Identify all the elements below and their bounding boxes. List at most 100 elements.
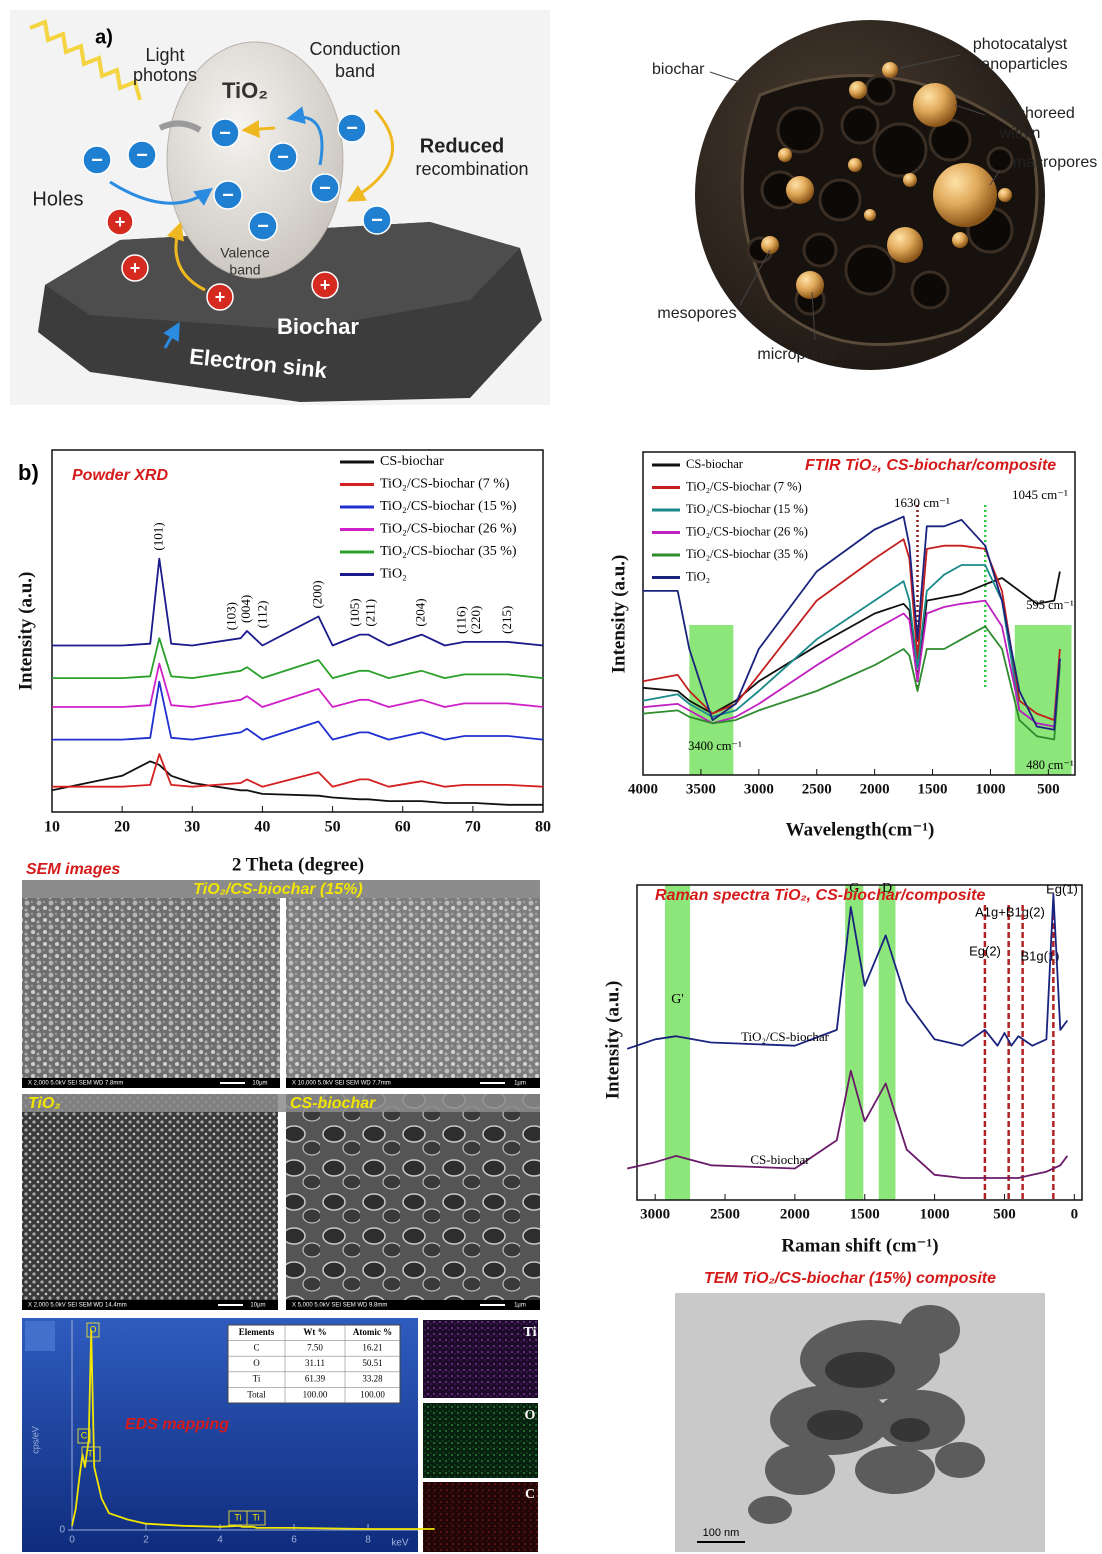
hole-sign: +: [115, 212, 126, 232]
pore: [988, 148, 1012, 172]
table-cell: O: [253, 1358, 260, 1368]
peak-label: O: [89, 1324, 96, 1334]
data-line: [52, 638, 543, 678]
peak-label: (004): [238, 595, 253, 623]
annotation: 3400 cm⁻¹: [688, 739, 742, 753]
label: nanoparticles: [972, 56, 1067, 73]
nanoparticle: [952, 232, 968, 248]
electron-sign: −: [277, 146, 289, 168]
reference-label: Eg(2): [969, 943, 1001, 958]
data-line: [52, 682, 543, 740]
sem-scale-label: 10µm: [252, 1081, 267, 1087]
label: within: [999, 125, 1041, 142]
map-label: Ti: [524, 1325, 537, 1340]
x-tick-label: 0: [69, 1535, 75, 1546]
reference-label: A1g+B1g(2): [975, 904, 1045, 919]
annotation: 595 cm⁻¹: [1026, 598, 1074, 612]
x-tick-label: 70: [465, 819, 481, 836]
x-tick-label: 4: [217, 1535, 223, 1546]
nanoparticle: [786, 176, 814, 204]
x-tick-label: 40: [254, 819, 270, 836]
map-label: O: [525, 1408, 536, 1423]
label: band: [335, 61, 375, 81]
sem-info: X 10,000 5.0kV SEI SEM WD 7.7mm: [292, 1081, 391, 1087]
x-tick-label: 3000: [640, 1206, 670, 1222]
peak-label: (103): [224, 602, 239, 630]
peak-label: Ti: [87, 1448, 94, 1458]
pore: [866, 76, 894, 104]
x-tick-label: 2500: [710, 1206, 740, 1222]
nanoparticle: [864, 209, 876, 221]
table-cell: C: [253, 1342, 259, 1352]
scale-bar-label: 100 nm: [703, 1527, 740, 1539]
label: band: [229, 262, 260, 278]
nanoparticle: [848, 158, 862, 172]
peak-label: (105): [347, 598, 362, 626]
label: TiO₂: [222, 78, 268, 103]
sem-images: SEM images TiO₂/CS-biochar (15%) TiO₂ CS…: [22, 861, 540, 1310]
chart-title: Powder XRD: [72, 467, 168, 484]
chart-title: EDS mapping: [125, 1416, 229, 1433]
table-cell: 100.00: [303, 1389, 328, 1399]
table-cell: Wt %: [303, 1327, 326, 1337]
label: Conduction: [309, 39, 400, 59]
nanoparticle: [903, 173, 917, 187]
pore: [846, 246, 894, 294]
table-cell: Atomic %: [353, 1327, 392, 1337]
y-axis-label: Intensity (a.u.): [602, 981, 623, 1100]
peak-label: (220): [468, 606, 483, 634]
peak-label: (112): [255, 601, 270, 629]
sem-image: [286, 1094, 540, 1310]
peak-label: Ti: [252, 1512, 259, 1522]
hole-sign: +: [215, 287, 226, 307]
x-tick-label: 60: [395, 819, 411, 836]
label: recombination: [415, 159, 528, 179]
sem-scale-label: 1µm: [514, 1081, 526, 1087]
x-tick-label: 30: [184, 819, 200, 836]
tem-title: TEM TiO₂/CS-biochar (15%) composite: [704, 1270, 996, 1287]
data-line: [52, 761, 543, 805]
highlight-band: [665, 885, 690, 1200]
x-axis-label: keV: [391, 1538, 409, 1549]
peak-label: (211): [362, 599, 377, 627]
pore: [820, 180, 860, 220]
x-axis-label: Wavelength(cm⁻¹): [786, 819, 935, 840]
tem-panel: TEM TiO₂/CS-biochar (15%) composite 100 …: [675, 1270, 1045, 1552]
legend-label: CS-biochar: [380, 454, 444, 469]
x-tick-label: 3500: [686, 781, 716, 797]
sem-info: X 5,000 5.0kV SEI SEM WD 9.8mm: [292, 1303, 387, 1309]
label: mesopores: [657, 305, 736, 322]
sem-image: [22, 1094, 278, 1310]
panel-label: b): [18, 460, 39, 485]
nanoparticle: [796, 271, 824, 299]
series-label: TiO₂/CS-biochar: [741, 1029, 830, 1044]
legend-label: TiO₂/CS-biochar (7 %): [380, 477, 510, 492]
table-cell: Total: [247, 1389, 266, 1399]
hole-sign: +: [320, 275, 331, 295]
nanoparticle: [887, 227, 923, 263]
table-cell: 100.00: [360, 1389, 385, 1399]
arrow: [245, 128, 275, 130]
pore: [912, 272, 948, 308]
label: Holes: [32, 188, 83, 210]
legend-label: TiO₂: [686, 569, 710, 583]
reference-label: 1045 cm⁻¹: [1012, 487, 1068, 502]
eds-map: [423, 1320, 538, 1398]
reference-label: Eg(1): [1046, 881, 1078, 896]
electron-sign: −: [136, 144, 148, 166]
y-tick-label: 0: [59, 1525, 65, 1536]
x-tick-label: 3000: [744, 781, 774, 797]
label: Light: [145, 45, 184, 65]
label: micropores: [757, 346, 836, 363]
x-tick-label: 1000: [975, 781, 1005, 797]
x-tick-label: 500: [1037, 781, 1060, 797]
label: Reduced: [420, 135, 504, 157]
electron-sign: −: [371, 209, 383, 231]
nanoparticle: [998, 188, 1012, 202]
x-tick-label: 500: [993, 1206, 1016, 1222]
electron-sign: −: [91, 149, 103, 171]
sem-title: SEM images: [26, 861, 120, 878]
sem-image: [22, 898, 280, 1088]
x-tick-label: 8: [365, 1535, 371, 1546]
eds-map: [423, 1403, 538, 1478]
